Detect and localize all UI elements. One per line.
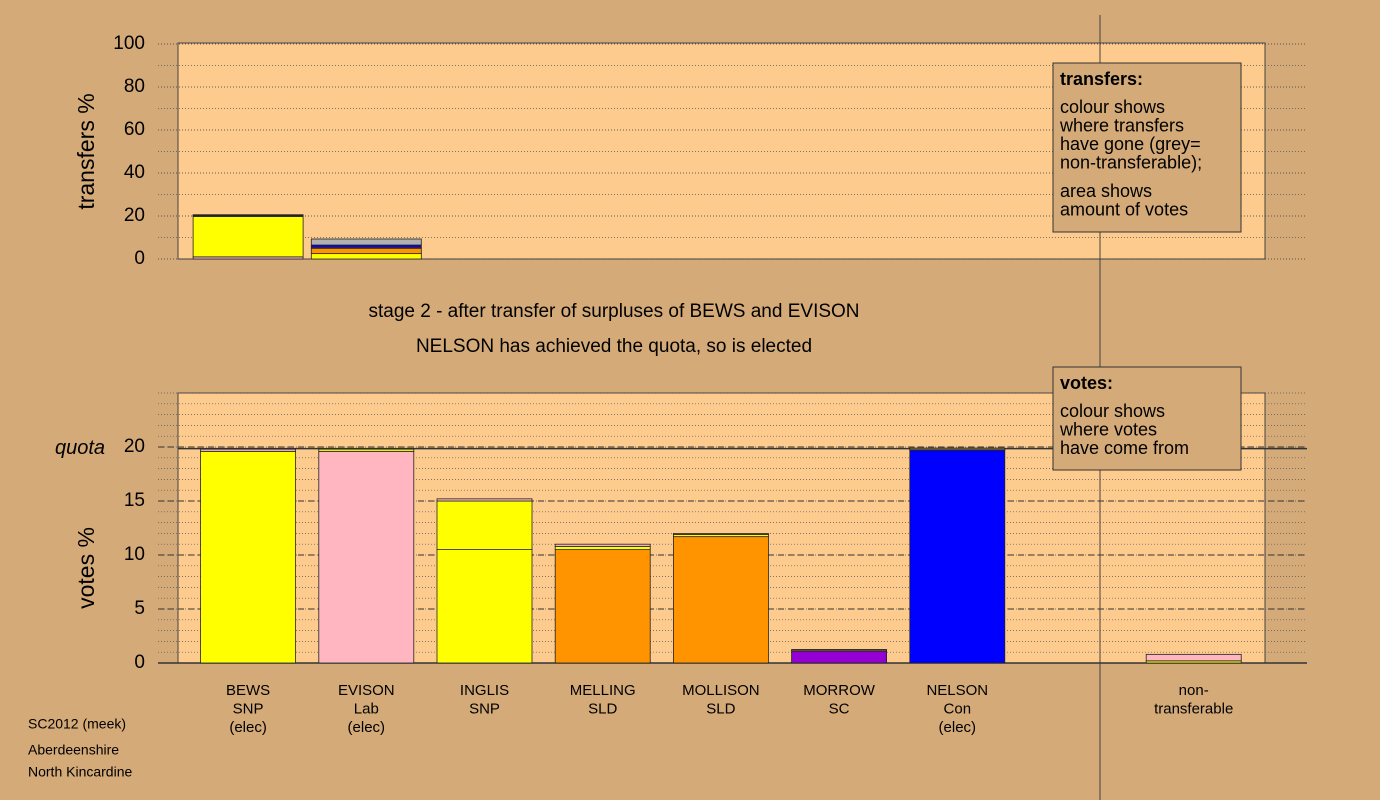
- x-tick-label: SLD: [588, 700, 617, 717]
- x-tick-label: MORROW: [803, 682, 875, 699]
- x-tick-label: (elec): [939, 719, 977, 736]
- bar-segment: [310, 253, 422, 260]
- bar-segment: [673, 536, 769, 664]
- bar-segment: [200, 450, 297, 664]
- note-text: area shows: [1060, 181, 1152, 201]
- y-tick-label: 0: [134, 248, 145, 269]
- footer: North Kincardine: [28, 764, 132, 780]
- bar-segment: [791, 649, 887, 651]
- bar-segment: [318, 448, 415, 452]
- y-tick-label: 15: [124, 490, 145, 511]
- bar-segment: [1145, 653, 1242, 662]
- y-tick-label: 20: [124, 436, 145, 457]
- bar-segment: [200, 448, 297, 452]
- bar-segment: [436, 549, 533, 664]
- bar-segment: [673, 533, 769, 535]
- x-tick-label: non-: [1179, 682, 1209, 699]
- bar-segment: [436, 498, 533, 502]
- x-tick-label: MOLLISON: [682, 682, 760, 699]
- note-box: [1052, 366, 1242, 471]
- y-tick-label: 60: [124, 119, 145, 140]
- y-axis-label: votes %: [73, 527, 99, 609]
- x-tick-label: SNP: [233, 700, 264, 717]
- note-text: colour shows: [1060, 401, 1165, 421]
- y-tick-label: 100: [113, 33, 145, 54]
- bar-segment: [554, 549, 651, 664]
- note-text: where votes: [1059, 419, 1157, 439]
- note-text: have come from: [1060, 438, 1189, 458]
- y-tick-label: 40: [124, 162, 145, 183]
- y-tick-label: 10: [124, 544, 145, 565]
- bar-segment: [192, 214, 304, 216]
- footer: Aberdeenshire: [28, 742, 119, 758]
- x-tick-label: Con: [944, 700, 972, 717]
- note-heading: transfers:: [1060, 69, 1143, 89]
- x-tick-label: Lab: [354, 700, 379, 717]
- note-text: non-transferable);: [1060, 152, 1202, 172]
- note-text: where transfers: [1059, 115, 1184, 135]
- x-tick-label: transferable: [1154, 700, 1233, 717]
- y-tick-label: 20: [124, 205, 145, 226]
- y-tick-label: 0: [134, 652, 145, 673]
- note-text: amount of votes: [1060, 199, 1188, 219]
- x-tick-label: SNP: [469, 700, 500, 717]
- x-tick-label: (elec): [229, 719, 267, 736]
- x-tick-label: BEWS: [226, 682, 270, 699]
- x-tick-label: INGLIS: [460, 682, 509, 699]
- x-tick-label: SC: [829, 700, 850, 717]
- x-tick-label: (elec): [348, 719, 386, 736]
- note-box: [1052, 62, 1242, 233]
- footer: SC2012 (meek): [28, 716, 126, 732]
- bar-segment: [554, 543, 651, 547]
- note-text: have gone (grey=: [1060, 134, 1201, 154]
- bar-segment: [318, 450, 415, 664]
- quota-label: quota: [55, 437, 105, 459]
- bar-segment: [554, 545, 651, 550]
- x-tick-label: SLD: [706, 700, 735, 717]
- y-tick-label: 5: [134, 598, 145, 619]
- bar-segment: [310, 247, 422, 255]
- caption: stage 2 - after transfer of surpluses of…: [368, 301, 859, 322]
- bar-segment: [909, 447, 1006, 450]
- x-tick-label: MELLING: [570, 682, 636, 699]
- bar-segment: [310, 238, 422, 246]
- bar-segment: [909, 449, 1006, 664]
- note-text: colour shows: [1060, 97, 1165, 117]
- x-tick-label: EVISON: [338, 682, 395, 699]
- y-axis-label: transfers %: [73, 93, 99, 209]
- bar-segment: [791, 650, 887, 664]
- bar-segment: [436, 500, 533, 550]
- bar-segment: [192, 216, 304, 258]
- caption: NELSON has achieved the quota, so is ele…: [416, 336, 812, 357]
- x-tick-label: NELSON: [926, 682, 988, 699]
- y-tick-label: 80: [124, 76, 145, 97]
- note-heading: votes:: [1060, 373, 1113, 393]
